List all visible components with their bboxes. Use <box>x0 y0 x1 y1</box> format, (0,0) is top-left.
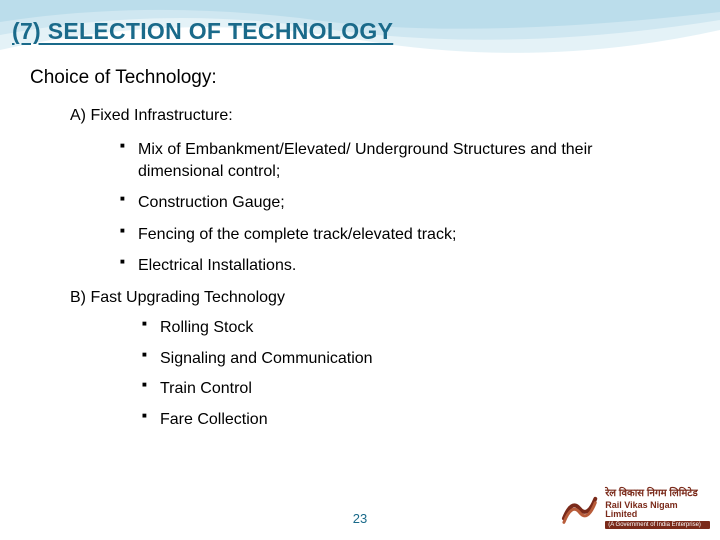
list-item: Construction Gauge; <box>120 192 660 214</box>
section-a-list: Mix of Embankment/Elevated/ Underground … <box>120 139 708 277</box>
section-b-label: B) Fast Upgrading Technology <box>70 289 708 307</box>
logo-hindi-text: रेल विकास निगम लिमिटेड <box>605 489 710 499</box>
list-item: Mix of Embankment/Elevated/ Underground … <box>120 139 660 182</box>
subtitle: Choice of Technology: <box>30 67 708 89</box>
logo-mark-icon <box>560 489 599 529</box>
logo-english-text: Rail Vikas Nigam Limited <box>605 501 710 519</box>
slide-content: (7) SELECTION OF TECHNOLOGY Choice of Te… <box>0 0 720 430</box>
section-b-list: Rolling Stock Signaling and Communicatio… <box>142 317 708 430</box>
list-item: Fare Collection <box>142 409 708 431</box>
list-item: Signaling and Communication <box>142 348 708 370</box>
section-a-label: A) Fixed Infrastructure: <box>70 107 708 125</box>
slide-title: (7) SELECTION OF TECHNOLOGY <box>12 18 708 45</box>
list-item: Fencing of the complete track/elevated t… <box>120 224 660 246</box>
list-item: Rolling Stock <box>142 317 708 339</box>
logo-subtitle: (A Government of India Enterprise) <box>605 521 710 529</box>
list-item: Electrical Installations. <box>120 255 660 277</box>
page-number: 23 <box>353 511 367 526</box>
logo-text: रेल विकास निगम लिमिटेड Rail Vikas Nigam … <box>605 489 710 529</box>
list-item: Train Control <box>142 378 708 400</box>
rvnl-logo: रेल विकास निगम लिमिटेड Rail Vikas Nigam … <box>560 486 710 532</box>
